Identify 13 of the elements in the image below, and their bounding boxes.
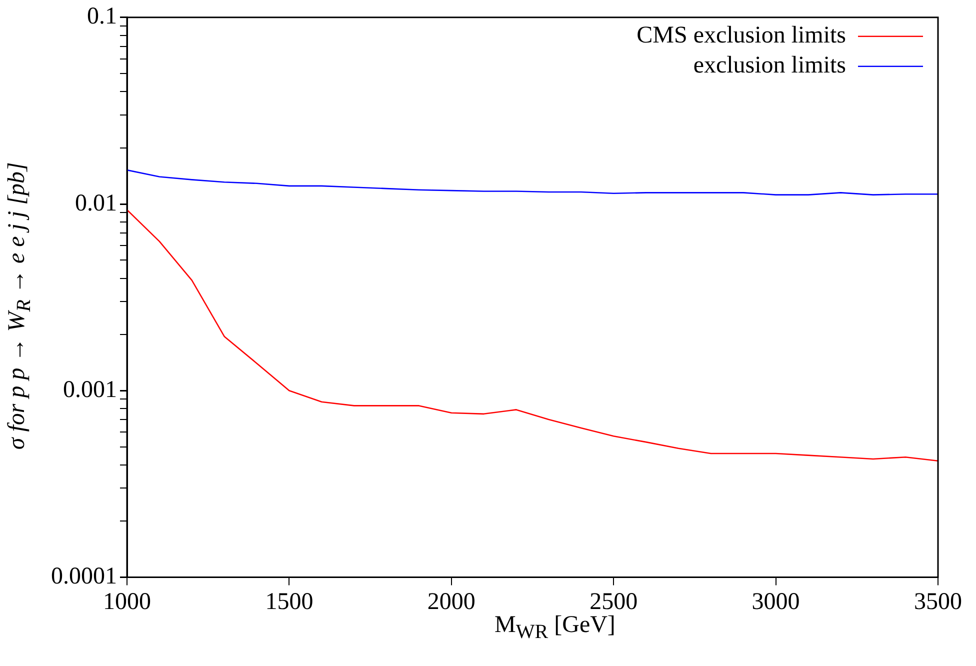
y-tick-label: 0.0001 [51, 563, 117, 590]
x-tick-label: 1500 [265, 588, 314, 615]
x-axis-title: M$_{W}$$_{R}$ [GeV] [494, 612, 616, 643]
y-tick-label: 0.001 [63, 376, 117, 403]
x-tick-label: 1000 [103, 588, 151, 615]
x-tick-label: 3500 [914, 588, 962, 615]
x-tick-label: 2000 [427, 588, 476, 615]
y-tick-label: 0.1 [87, 4, 117, 30]
x-tick-label: 3000 [752, 588, 800, 615]
y-tick-label: 0.01 [75, 190, 117, 216]
x-tick-label: 2500 [590, 588, 638, 615]
legend-label: exclusion limits [693, 52, 846, 79]
legend-label: CMS exclusion limits [636, 22, 846, 49]
